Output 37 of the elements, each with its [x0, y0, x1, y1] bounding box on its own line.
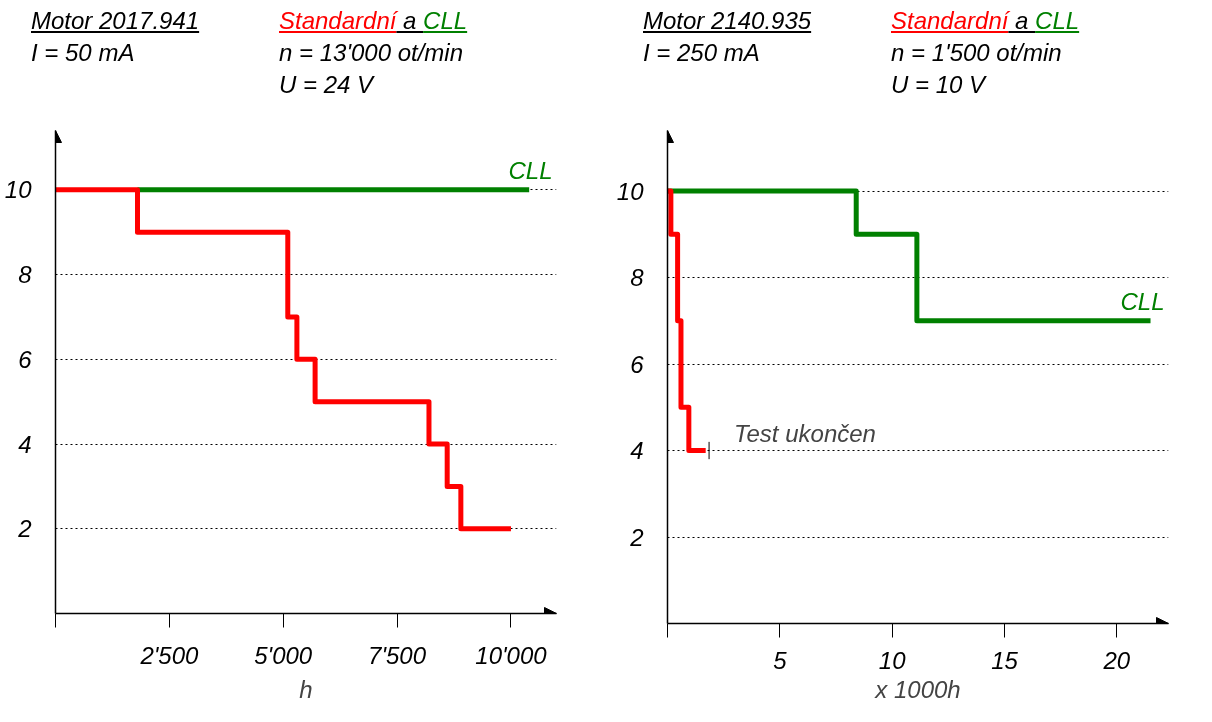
- annotation: Test ukončen: [734, 419, 876, 447]
- y-tick-label: 8: [630, 264, 645, 292]
- y-tick-label: 4: [630, 437, 644, 465]
- x-tick-label: 10'000: [475, 641, 548, 669]
- series-label: CLL: [1120, 287, 1165, 315]
- x-tick-label: 5: [773, 646, 788, 674]
- series-label: CLL: [508, 156, 553, 184]
- x-tick-label: 5'000: [254, 641, 313, 669]
- x-tick-label: 15: [991, 646, 1019, 674]
- x-tick-label: 2'500: [139, 641, 199, 669]
- y-tick-label: 2: [629, 523, 644, 551]
- x-axis-title: h: [299, 675, 313, 703]
- text: a: [1014, 7, 1030, 34]
- text: I = 50 mA: [31, 38, 136, 68]
- text: n = 13'000 ot/min: [279, 38, 465, 68]
- text: I = 250 mA: [643, 38, 761, 68]
- x-axis-title: x 1000h: [874, 675, 961, 703]
- text: CLL: [423, 7, 468, 34]
- y-tick-label: 4: [18, 430, 32, 458]
- x-tick-label: 10: [878, 646, 907, 674]
- y-tick-label: 2: [17, 515, 32, 543]
- chart-title: Motor 2140.935: [643, 7, 812, 34]
- y-tick-label: 8: [18, 261, 33, 289]
- x-tick-label: 7'500: [368, 641, 427, 669]
- text: U = 10 V: [891, 70, 988, 100]
- text: n = 1'500 ot/min: [891, 38, 1063, 68]
- y-tick-label: 6: [630, 350, 645, 378]
- text: CLL: [1035, 7, 1080, 34]
- y-tick-label: 6: [18, 345, 33, 373]
- text: U = 24 V: [279, 70, 376, 100]
- y-tick-label: 10: [616, 177, 645, 205]
- text: Standardní: [279, 7, 397, 34]
- chart-title: Motor 2017.941: [31, 7, 200, 34]
- text: a: [402, 7, 418, 34]
- text: Standardní: [891, 7, 1009, 34]
- x-tick-label: 20: [1102, 646, 1131, 674]
- y-tick-label: 10: [4, 176, 33, 204]
